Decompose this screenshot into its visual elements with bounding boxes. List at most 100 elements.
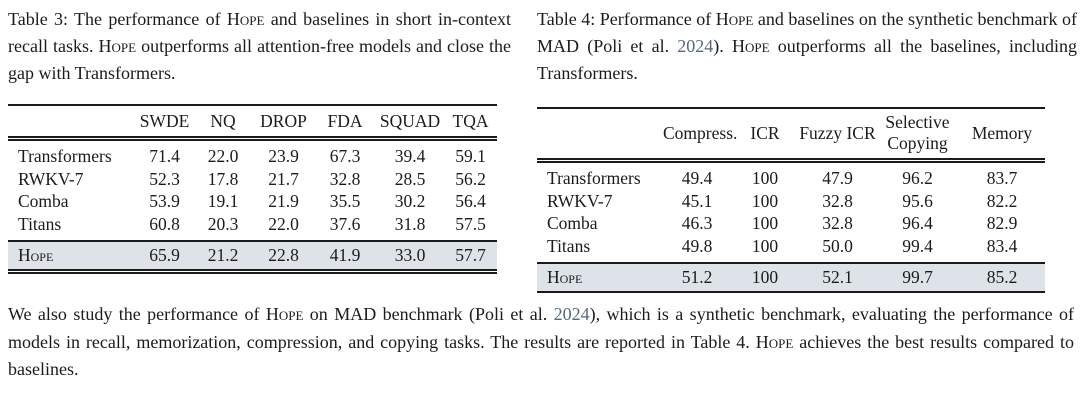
text-segment: Table 4: Performance of	[537, 9, 716, 29]
cell-value: 21.2	[193, 240, 253, 271]
column-header: NQ	[193, 105, 253, 141]
cell-value: 51.2	[663, 262, 731, 292]
cell-value: 32.8	[822, 190, 853, 211]
cell-value: 19.1	[207, 191, 239, 211]
cell-value: 22.0	[268, 213, 299, 234]
cell-value: 21.9	[268, 191, 299, 211]
column-header: ICR	[731, 108, 799, 163]
cell-value: 41.9	[314, 240, 376, 271]
cell-value: 32.8	[329, 168, 361, 189]
cell-value: 85.2	[959, 262, 1045, 292]
cell-value: 56.2	[455, 168, 486, 189]
text-segment: outperforms all attention-free models an…	[8, 36, 512, 83]
cell-value: 53.9	[149, 191, 180, 211]
text-segment: ), which is a synthetic benchmark, evalu…	[8, 304, 1075, 352]
cell-value: 46.3	[681, 213, 713, 233]
row-label: Comba	[537, 212, 663, 235]
cell-value: 60.8	[149, 213, 180, 234]
table-row: Hope 65.9 21.2 22.8 41.9 33.0 57.7	[8, 240, 497, 271]
table4-caption: Table 4: Performance of Hope and baselin…	[537, 6, 1077, 87]
cell-value: 22.8	[253, 240, 314, 271]
cell-value: 35.5	[329, 191, 361, 211]
row-label: Hope	[537, 262, 663, 292]
cell-value: 30.2	[394, 191, 426, 211]
cell-value: 49.8	[681, 235, 713, 256]
cell-value: 71.4	[149, 146, 180, 166]
column-header: Memory	[959, 108, 1045, 163]
column-header: Compress.	[663, 108, 737, 163]
cell-value: 83.4	[986, 235, 1018, 256]
row-label: Comba	[8, 190, 136, 213]
smallcaps-hope: Hope	[547, 267, 583, 287]
text-segment: Titans	[18, 213, 62, 234]
column-header: Selective Copying	[876, 108, 959, 163]
smallcaps-hope: Hope	[265, 304, 304, 324]
cell-value: 100	[751, 235, 779, 256]
cell-value: 56.4	[455, 191, 486, 211]
text-segment: Comba	[18, 191, 69, 211]
column-header: DROP	[253, 105, 314, 141]
column-header: Fuzzy ICR	[799, 108, 876, 163]
cell-value: 99.7	[876, 262, 959, 292]
cell-value: 17.8	[207, 168, 239, 189]
cell-value: 57.5	[455, 213, 486, 234]
cell-value: 52.1	[799, 262, 876, 292]
cell-value: 100	[751, 168, 779, 188]
table3-header-row: SWDE NQ DROP FDA SQUAD TQA	[8, 105, 497, 141]
cell-value: 96.4	[902, 213, 933, 233]
row-label: Transformers	[8, 139, 136, 168]
row-label: Titans	[8, 213, 136, 242]
smallcaps-hope: Hope	[98, 36, 137, 56]
cell-value: 33.0	[376, 240, 444, 271]
citation-link[interactable]: 2024	[553, 304, 590, 324]
left-column: Table 3: The performance of Hope and bas…	[8, 6, 511, 274]
cell-value: 52.3	[149, 168, 180, 189]
text-segment: We also study the performance of	[8, 304, 266, 324]
cell-value: 82.2	[986, 190, 1018, 211]
table-row: Comba 46.3 100 32.8 96.4 82.9	[537, 212, 1045, 235]
column-header: SWDE	[136, 105, 193, 141]
right-column: Table 4: Performance of Hope and baselin…	[537, 6, 1077, 293]
text-segment: RWKV-7	[18, 168, 84, 189]
cell-value: 100	[731, 262, 799, 292]
text-segment: RWKV-7	[547, 190, 613, 211]
citation-link[interactable]: 2024	[677, 36, 714, 56]
column-header: TQA	[444, 105, 497, 141]
table-row: Hope 51.2 100 52.1 99.7 85.2	[537, 262, 1045, 292]
body-paragraph: We also study the performance of Hope on…	[8, 301, 1074, 384]
cell-value: 83.7	[986, 168, 1018, 188]
cell-value: 23.9	[268, 146, 299, 166]
table3-caption: Table 3: The performance of Hope and bas…	[8, 6, 511, 87]
cell-value: 65.9	[136, 240, 193, 271]
text-segment: achieves the best results compared to ba…	[8, 331, 1074, 380]
cell-value: 32.8	[822, 213, 853, 233]
smallcaps-hope: Hope	[715, 9, 754, 29]
cell-value: 45.1	[681, 190, 713, 211]
cell-value: 31.8	[394, 213, 426, 234]
cell-value: 99.4	[902, 235, 933, 256]
cell-value: 50.0	[822, 235, 853, 256]
cell-value: 28.5	[394, 168, 426, 189]
table3: SWDE NQ DROP FDA SQUAD TQA Transformers 71.4 22…	[8, 104, 497, 274]
text-segment: ).	[713, 36, 732, 56]
column-header: FDA	[314, 105, 376, 141]
row-label: RWKV-7	[8, 168, 136, 191]
cell-value: 82.9	[986, 213, 1018, 233]
text-segment: and baselines on the synthetic benchmark…	[537, 9, 1077, 56]
cell-value: 96.2	[902, 168, 933, 188]
text-segment: Transformers	[18, 146, 112, 166]
table-row: Comba 53.9 19.1 21.9 35.5 30.2 56.4	[8, 190, 497, 213]
cell-value: 59.1	[455, 146, 486, 166]
text-segment: Transformers	[547, 168, 641, 188]
smallcaps-hope: Hope	[755, 331, 794, 352]
table-row: RWKV-7 52.3 17.8 21.7 32.8 28.5 56.2	[8, 168, 497, 191]
table-row: RWKV-7 45.1 100 32.8 95.6 82.2	[537, 190, 1045, 213]
table-row: Titans 49.8 100 50.0 99.4 83.4	[537, 235, 1045, 264]
text-segment: Titans	[547, 235, 591, 256]
smallcaps-hope: Hope	[226, 9, 265, 29]
cell-value: 67.3	[329, 146, 361, 166]
corner-header	[8, 105, 136, 141]
cell-value: 37.6	[329, 213, 361, 234]
cell-value: 49.4	[681, 168, 713, 188]
